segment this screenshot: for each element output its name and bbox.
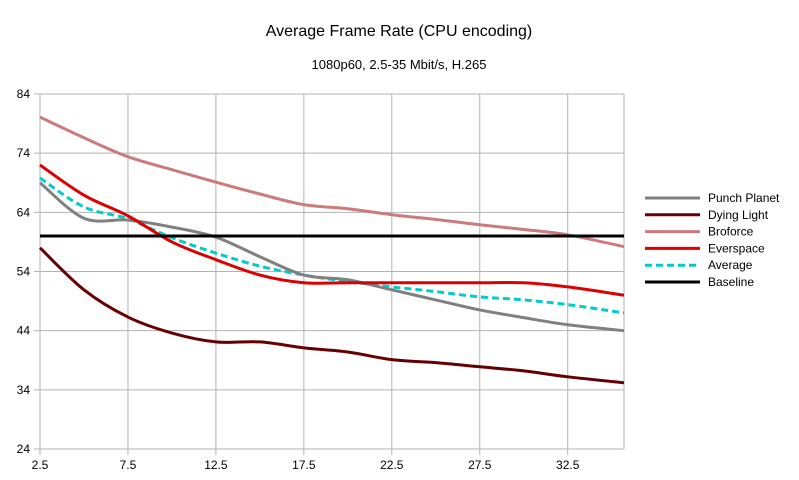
legend-label-average: Average: [708, 258, 753, 272]
x-tick-label: 22.5: [380, 458, 404, 472]
y-tick-label: 24: [17, 442, 31, 456]
y-tick-label: 44: [17, 324, 31, 338]
y-tick-label: 84: [17, 87, 31, 101]
chart-title: Average Frame Rate (CPU encoding): [266, 23, 533, 40]
x-tick-label: 32.5: [556, 458, 580, 472]
legend-label-punch-planet: Punch Planet: [708, 191, 780, 205]
series-line-everspace: [39, 163, 625, 297]
series-lines: [38, 115, 625, 385]
x-axis: 2.5 7.5 12.5 17.5 22.5 27.5 32.5: [32, 458, 580, 472]
y-axis: 24 34 44 54 64 74 84: [17, 87, 31, 456]
grid: [34, 93, 625, 455]
chart-subtitle: 1080p60, 2.5-35 Mbit/s, H.265: [312, 57, 487, 72]
x-tick-label: 12.5: [204, 458, 228, 472]
y-tick-label: 54: [17, 265, 31, 279]
legend-label-baseline: Baseline: [708, 275, 754, 289]
x-tick-label: 2.5: [32, 458, 49, 472]
x-tick-label: 17.5: [292, 458, 316, 472]
x-tick-label: 7.5: [120, 458, 137, 472]
series-line-broforce: [39, 115, 625, 249]
legend-label-everspace: Everspace: [708, 241, 765, 255]
series-line-punch-planet: [39, 181, 625, 333]
legend-label-dying-light: Dying Light: [708, 208, 769, 222]
legend: Punch Planet Dying Light Broforce Everspace…: [645, 191, 780, 289]
x-tick-label: 27.5: [468, 458, 492, 472]
legend-label-broforce: Broforce: [708, 225, 754, 239]
y-tick-label: 74: [17, 146, 31, 160]
y-tick-label: 34: [17, 383, 31, 397]
series-line-dying-light: [38, 246, 625, 385]
y-tick-label: 64: [17, 205, 31, 219]
